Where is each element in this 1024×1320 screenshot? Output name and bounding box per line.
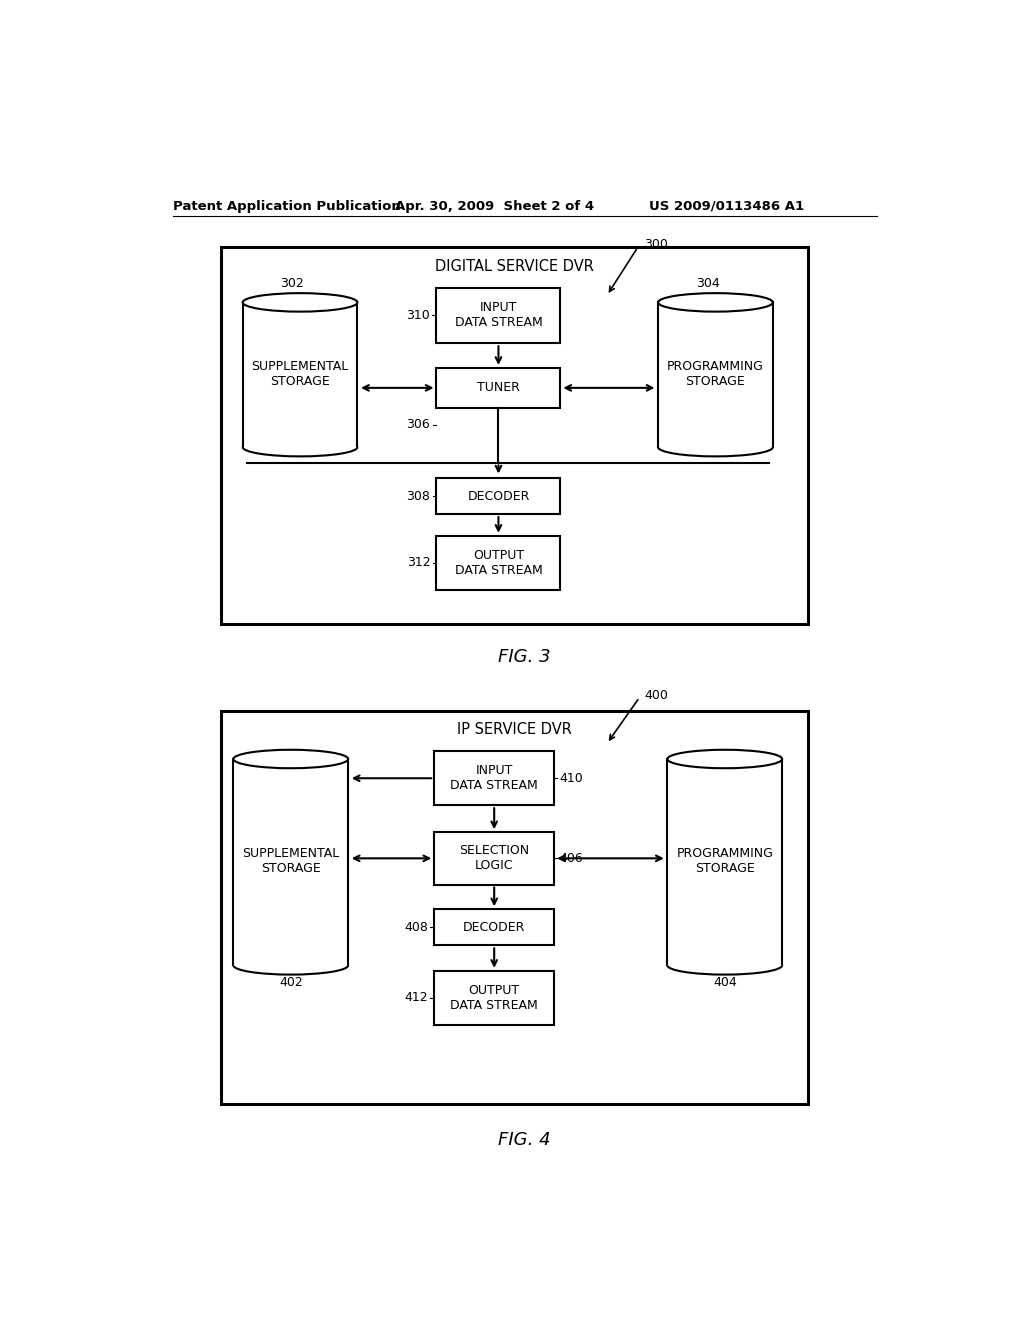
Bar: [221, 247, 809, 624]
Text: INPUT
DATA STREAM: INPUT DATA STREAM: [451, 764, 538, 792]
Text: SELECTION
LOGIC: SELECTION LOGIC: [459, 845, 529, 873]
Bar: [436, 368, 560, 408]
Ellipse shape: [233, 750, 348, 768]
Text: 410: 410: [559, 772, 583, 785]
Bar: [434, 832, 554, 884]
Text: 312: 312: [407, 556, 430, 569]
Text: IP SERVICE DVR: IP SERVICE DVR: [458, 722, 572, 738]
Text: DIGITAL SERVICE DVR: DIGITAL SERVICE DVR: [435, 259, 594, 273]
Bar: [221, 711, 809, 1104]
Ellipse shape: [243, 293, 357, 312]
Text: SUPPLEMENTAL
STORAGE: SUPPLEMENTAL STORAGE: [252, 360, 349, 388]
Text: 402: 402: [279, 975, 303, 989]
Bar: [434, 970, 554, 1024]
Bar: [436, 478, 560, 515]
Bar: [243, 302, 357, 447]
Bar: [233, 759, 348, 965]
Text: 400: 400: [644, 689, 668, 702]
Text: 408: 408: [404, 921, 428, 933]
Bar: [668, 965, 782, 974]
Text: Patent Application Publication: Patent Application Publication: [173, 199, 400, 213]
Text: 404: 404: [713, 975, 736, 989]
Bar: [436, 288, 560, 343]
Text: FIG. 3: FIG. 3: [499, 648, 551, 667]
Text: DECODER: DECODER: [463, 921, 525, 933]
Bar: [668, 759, 782, 965]
Bar: [233, 965, 348, 974]
Ellipse shape: [668, 750, 782, 768]
Ellipse shape: [658, 293, 773, 312]
Text: INPUT
DATA STREAM: INPUT DATA STREAM: [455, 301, 543, 330]
Text: PROGRAMMING
STORAGE: PROGRAMMING STORAGE: [676, 847, 773, 875]
Bar: [658, 302, 773, 447]
Text: 302: 302: [281, 277, 304, 290]
Text: Apr. 30, 2009  Sheet 2 of 4: Apr. 30, 2009 Sheet 2 of 4: [395, 199, 595, 213]
Bar: [243, 447, 357, 457]
Text: 306: 306: [407, 418, 430, 432]
Text: DECODER: DECODER: [467, 490, 529, 503]
Text: US 2009/0113486 A1: US 2009/0113486 A1: [649, 199, 804, 213]
Bar: [434, 751, 554, 805]
Text: OUTPUT
DATA STREAM: OUTPUT DATA STREAM: [455, 549, 543, 577]
Text: OUTPUT
DATA STREAM: OUTPUT DATA STREAM: [451, 983, 538, 1011]
Bar: [434, 909, 554, 945]
Text: 300: 300: [644, 238, 668, 251]
Text: 406: 406: [559, 851, 583, 865]
Text: SUPPLEMENTAL
STORAGE: SUPPLEMENTAL STORAGE: [242, 847, 339, 875]
Bar: [436, 536, 560, 590]
Text: FIG. 4: FIG. 4: [499, 1131, 551, 1150]
Text: 310: 310: [407, 309, 430, 322]
Bar: [658, 447, 773, 457]
Text: 304: 304: [696, 277, 720, 290]
Text: 412: 412: [404, 991, 428, 1005]
Text: 308: 308: [407, 490, 430, 503]
Text: PROGRAMMING
STORAGE: PROGRAMMING STORAGE: [667, 360, 764, 388]
Text: TUNER: TUNER: [477, 381, 520, 395]
